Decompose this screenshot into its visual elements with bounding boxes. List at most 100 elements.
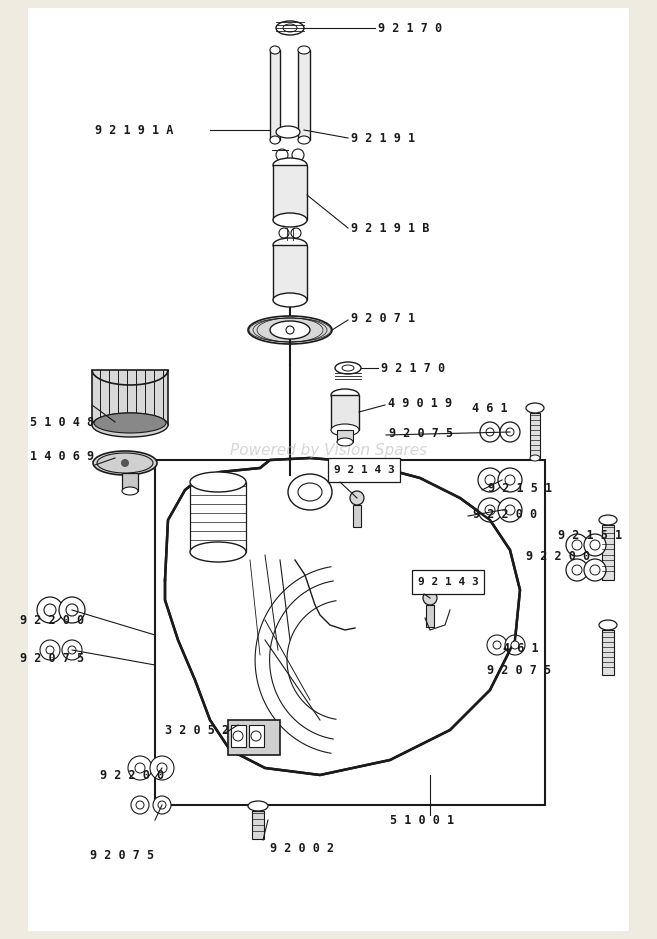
Circle shape — [291, 228, 301, 238]
Ellipse shape — [276, 126, 300, 138]
Circle shape — [44, 604, 56, 616]
Circle shape — [505, 635, 525, 655]
Bar — [273, 165, 307, 220]
Text: 4 6 1: 4 6 1 — [472, 402, 508, 414]
Circle shape — [157, 763, 167, 773]
Ellipse shape — [92, 413, 168, 437]
Text: 4 6 1: 4 6 1 — [503, 641, 539, 654]
Ellipse shape — [248, 316, 332, 344]
Circle shape — [511, 641, 519, 649]
Polygon shape — [165, 458, 520, 775]
Bar — [270, 50, 280, 140]
Bar — [353, 505, 361, 527]
Text: 9 2 0 7 5: 9 2 0 7 5 — [487, 664, 551, 676]
Text: 9 2 1 9 1: 9 2 1 9 1 — [351, 131, 415, 145]
Text: 9 2 1 7 0: 9 2 1 7 0 — [378, 22, 442, 35]
Text: 9 2 2 0 0: 9 2 2 0 0 — [473, 507, 537, 520]
Ellipse shape — [276, 21, 304, 35]
Bar — [331, 395, 359, 430]
Text: 9 2 2 0 0: 9 2 2 0 0 — [20, 613, 84, 626]
Text: 1 4 0 6 9: 1 4 0 6 9 — [30, 450, 94, 463]
Bar — [412, 570, 484, 594]
Text: 5 1 0 4 8: 5 1 0 4 8 — [30, 415, 94, 428]
Bar — [602, 630, 614, 675]
Circle shape — [37, 597, 63, 623]
Circle shape — [506, 428, 514, 436]
Circle shape — [121, 459, 129, 467]
Circle shape — [480, 422, 500, 442]
Text: 9 2 0 7 5: 9 2 0 7 5 — [20, 652, 84, 665]
Circle shape — [505, 505, 515, 515]
Circle shape — [40, 640, 60, 660]
Bar — [337, 430, 353, 442]
Bar — [328, 458, 400, 482]
Ellipse shape — [270, 136, 280, 144]
Text: 9 2 2 0 0: 9 2 2 0 0 — [526, 549, 590, 562]
Circle shape — [590, 540, 600, 550]
Ellipse shape — [298, 136, 310, 144]
Bar — [602, 525, 614, 580]
Ellipse shape — [599, 620, 617, 630]
Circle shape — [59, 597, 85, 623]
Ellipse shape — [273, 158, 307, 172]
Text: 9 2 0 7 5: 9 2 0 7 5 — [389, 426, 453, 439]
Circle shape — [279, 228, 289, 238]
Circle shape — [158, 801, 166, 809]
Bar — [231, 725, 246, 747]
Ellipse shape — [190, 542, 246, 562]
Circle shape — [566, 559, 588, 581]
Text: 4 9 0 1 9: 4 9 0 1 9 — [388, 396, 452, 409]
Circle shape — [572, 540, 582, 550]
Text: 9 2 1 9 1 B: 9 2 1 9 1 B — [351, 222, 430, 235]
Circle shape — [590, 565, 600, 575]
Text: 9 2 0 0 2: 9 2 0 0 2 — [270, 841, 334, 854]
Circle shape — [572, 565, 582, 575]
Ellipse shape — [248, 801, 268, 811]
Circle shape — [46, 646, 54, 654]
Ellipse shape — [530, 455, 540, 461]
Circle shape — [487, 635, 507, 655]
Text: 9 2 0 7 5: 9 2 0 7 5 — [90, 849, 154, 861]
Bar — [530, 413, 540, 458]
Circle shape — [493, 641, 501, 649]
Circle shape — [566, 534, 588, 556]
Ellipse shape — [93, 451, 157, 475]
Ellipse shape — [526, 403, 544, 413]
Circle shape — [498, 468, 522, 492]
Bar — [252, 811, 264, 839]
Text: 9 2 1 5 1: 9 2 1 5 1 — [488, 482, 552, 495]
Bar — [190, 482, 246, 552]
Ellipse shape — [273, 293, 307, 307]
Circle shape — [500, 422, 520, 442]
Circle shape — [478, 498, 502, 522]
Circle shape — [251, 731, 261, 741]
Ellipse shape — [331, 389, 359, 401]
Ellipse shape — [298, 483, 322, 501]
Bar — [426, 605, 434, 627]
Bar — [249, 725, 264, 747]
Text: 9 2 1 7 0: 9 2 1 7 0 — [381, 362, 445, 375]
Text: 9 2 2 0 0: 9 2 2 0 0 — [100, 768, 164, 781]
Ellipse shape — [97, 453, 153, 473]
Bar — [298, 50, 310, 140]
Circle shape — [486, 428, 494, 436]
Text: 9 2 1 5 1: 9 2 1 5 1 — [558, 529, 622, 542]
Circle shape — [150, 756, 174, 780]
Ellipse shape — [122, 487, 138, 495]
Circle shape — [153, 796, 171, 814]
Circle shape — [485, 505, 495, 515]
Ellipse shape — [273, 213, 307, 227]
Text: 9 2 1 4 3: 9 2 1 4 3 — [418, 577, 478, 587]
Text: 9 2 1 9 1 A: 9 2 1 9 1 A — [95, 124, 173, 136]
Ellipse shape — [337, 438, 353, 446]
Text: 5 1 0 0 1: 5 1 0 0 1 — [390, 813, 454, 826]
Circle shape — [350, 491, 364, 505]
Circle shape — [478, 468, 502, 492]
Ellipse shape — [283, 24, 297, 32]
Circle shape — [233, 731, 243, 741]
Circle shape — [423, 591, 437, 605]
Ellipse shape — [94, 413, 166, 433]
Ellipse shape — [270, 46, 280, 54]
Ellipse shape — [342, 365, 354, 371]
Ellipse shape — [599, 515, 617, 525]
